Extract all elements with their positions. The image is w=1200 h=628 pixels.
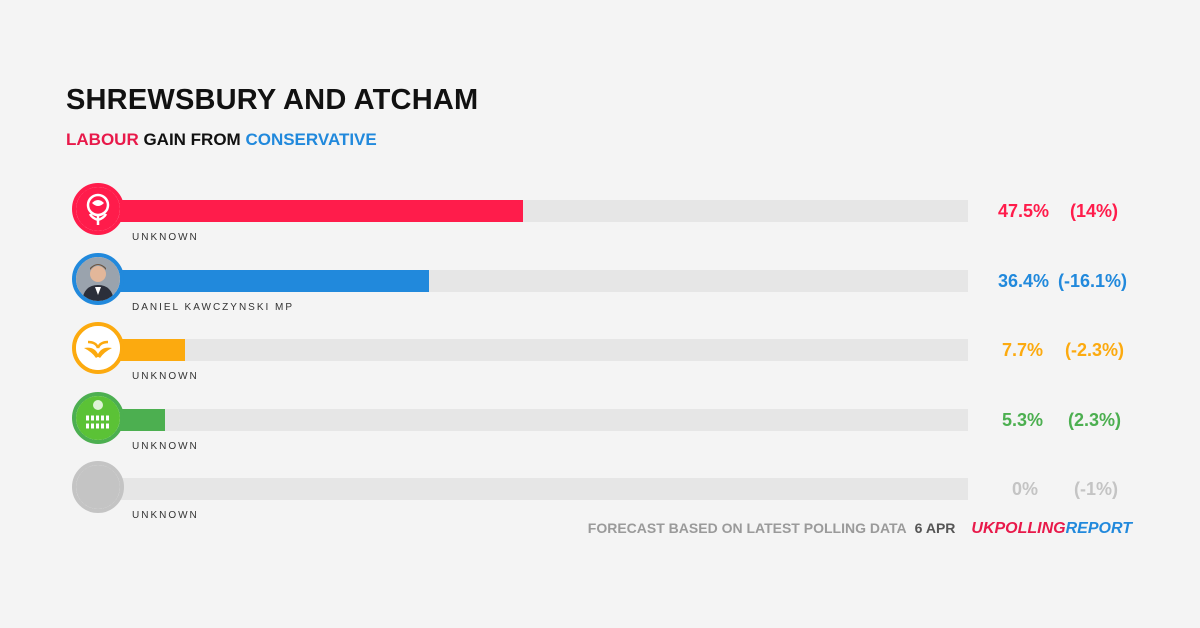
candidate-name: UNKNOWN xyxy=(132,510,199,521)
result-row: UNKNOWN 7.7% (-2.3%) xyxy=(0,322,1200,394)
bar-track xyxy=(120,269,968,292)
libdem-bird-icon xyxy=(72,322,124,374)
result-row: UNKNOWN 5.3% (2.3%) xyxy=(0,391,1200,464)
page-title: SHREWSBURY AND ATCHAM xyxy=(66,84,479,116)
from-party: CONSERVATIVE xyxy=(245,130,377,149)
gain-party: LABOUR xyxy=(66,130,139,149)
vote-share-label: 5.3% xyxy=(1002,409,1044,430)
vote-share-bar xyxy=(120,200,523,222)
gain-text: GAIN FROM xyxy=(138,130,246,149)
result-row: UNKNOWN 0% (-1%) xyxy=(0,461,1200,533)
vote-share-label: 47.5% xyxy=(998,201,1050,221)
candidate-name: DANIEL KAWCZYNSKI MP xyxy=(132,301,295,313)
footer-text: FORECAST BASED ON LATEST POLLING DATA xyxy=(587,520,907,536)
labour-rose-icon xyxy=(72,183,124,235)
candidate-name: UNKNOWN xyxy=(132,232,199,243)
vote-share-label: 7.7% xyxy=(1002,340,1044,360)
result-row: DANIEL KAWCZYNSKI MP 36.4% (-16.1%) xyxy=(0,252,1200,325)
vote-share-bar xyxy=(120,408,165,431)
ukpollingreport-logo[interactable]: UKPOLLINGREPORT xyxy=(971,520,1132,537)
bar-track xyxy=(120,339,968,361)
bar-track xyxy=(120,408,968,431)
vote-change-label: (-2.3%) xyxy=(1065,340,1125,360)
footer: FORECAST BASED ON LATEST POLLING DATA 6 … xyxy=(588,520,1132,538)
result-row: UNKNOWN 47.5% (14%) xyxy=(0,183,1200,255)
vote-share-label: 0% xyxy=(1012,479,1039,499)
vote-share-bar xyxy=(120,269,429,292)
result-subtitle: LABOUR GAIN FROM CONSERVATIVE xyxy=(66,130,377,150)
vote-change-label: (-16.1%) xyxy=(1058,270,1128,291)
vote-share-bar xyxy=(120,339,186,361)
footer-date: 6 APR xyxy=(914,520,956,536)
vote-change-label: (-1%) xyxy=(1074,479,1118,499)
vote-share-label: 36.4% xyxy=(998,270,1050,291)
bar-track xyxy=(120,478,968,500)
candidate-photo-icon xyxy=(72,252,124,305)
green-party-icon xyxy=(72,391,124,444)
candidate-name: UNKNOWN xyxy=(132,440,199,452)
vote-change-label: (2.3%) xyxy=(1068,409,1122,430)
candidate-name: UNKNOWN xyxy=(132,371,199,382)
vote-change-label: (14%) xyxy=(1070,201,1119,221)
bar-track xyxy=(120,200,968,222)
blank-avatar-icon xyxy=(72,461,124,513)
